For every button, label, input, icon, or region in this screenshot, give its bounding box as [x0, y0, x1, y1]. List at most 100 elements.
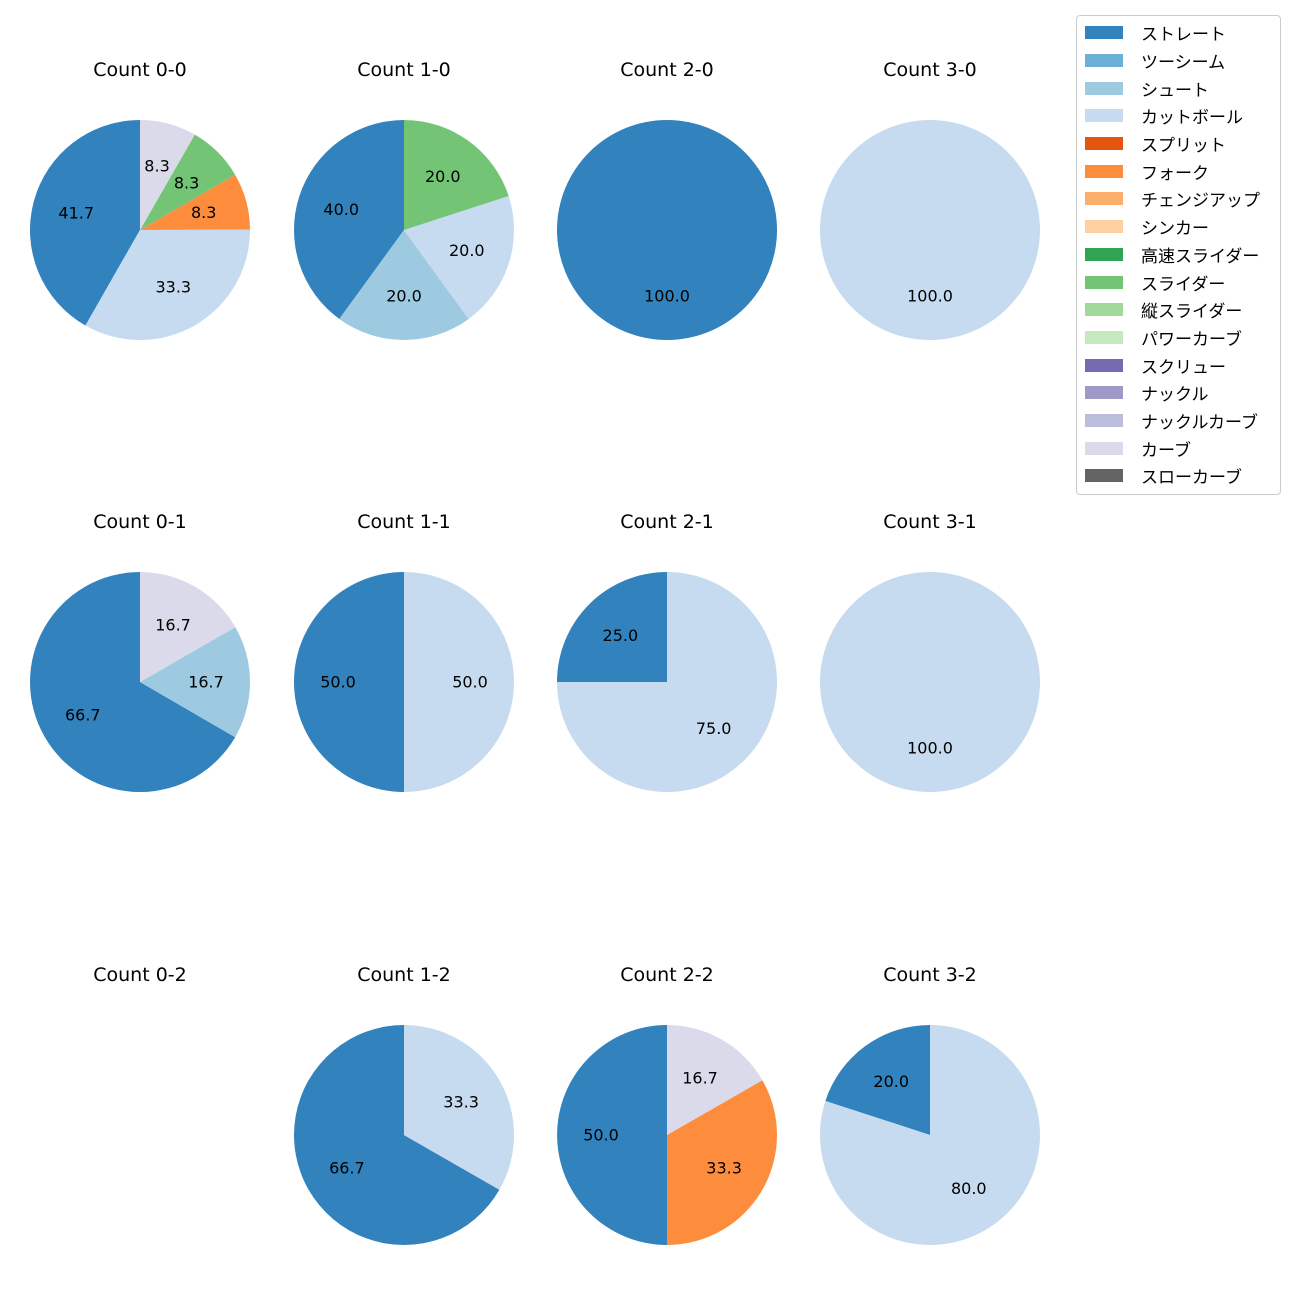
- legend-swatch: [1085, 137, 1123, 151]
- pie-slice: [667, 1025, 763, 1135]
- pie-slice: [294, 1025, 500, 1245]
- pie-slice-label: 8.3: [191, 203, 216, 222]
- legend-item: シンカー: [1077, 213, 1280, 241]
- legend-label: シュート: [1141, 80, 1209, 101]
- pie-slice-label: 100.0: [644, 287, 690, 306]
- pie-slice-label: 20.0: [386, 287, 422, 306]
- pie-title: Count 2-0: [620, 59, 714, 81]
- pie-chart-2: Count 1-0 40.0 20.0 20.0 20.0: [293, 59, 515, 341]
- pie-slice-label: 100.0: [907, 739, 953, 758]
- legend-swatch: [1085, 275, 1123, 289]
- pie-slice-label: 40.0: [323, 200, 359, 219]
- legend-label: チェンジアップ: [1141, 191, 1260, 212]
- pie-slice-label: 20.0: [873, 1072, 909, 1091]
- pie-slice: [293, 120, 404, 319]
- pie-slice: [140, 627, 251, 738]
- pie-slice: [557, 572, 777, 792]
- pie-slice-label: 41.7: [58, 204, 94, 223]
- legend-item: ナックルカーブ: [1077, 407, 1280, 435]
- legend-label: カットボール: [1141, 108, 1243, 129]
- legend-item: ストレート: [1077, 19, 1280, 47]
- legend-item: カーブ: [1077, 434, 1280, 462]
- legend-swatch: [1085, 441, 1123, 455]
- pie-title: Count 1-0: [357, 59, 451, 81]
- pie-slice: [140, 134, 236, 230]
- pie-slice-label: 50.0: [583, 1126, 619, 1145]
- legend-label: ナックル: [1141, 385, 1209, 406]
- pie-slice-label: 16.7: [682, 1068, 718, 1087]
- pie-chart-11: Count 2-2 50.0 33.3 16.7: [557, 964, 778, 1245]
- pie-slice: [294, 572, 404, 792]
- pie-slice-label: 100.0: [907, 287, 953, 306]
- legend-swatch: [1085, 192, 1123, 206]
- pie-slice: [85, 229, 251, 340]
- pie-slice: [140, 119, 195, 230]
- pie-slice: [557, 120, 777, 340]
- pie-slice: [404, 572, 514, 792]
- pie-chart-1: Count 0-0 41.7 33.3 8.3 8.3 8.3: [30, 59, 251, 340]
- legend-label: スライダー: [1141, 274, 1226, 295]
- pie-slice-label: 33.3: [706, 1159, 742, 1178]
- pie-slice-label: 50.0: [452, 673, 488, 692]
- legend-swatch: [1085, 247, 1123, 261]
- pie-slice: [339, 230, 469, 341]
- pie-slice: [819, 1025, 1040, 1245]
- legend-item: スプリット: [1077, 130, 1280, 158]
- legend-item: スクリュー: [1077, 351, 1280, 379]
- pie-chart-3: Count 2-0 100.0: [557, 59, 777, 340]
- legend-swatch: [1085, 220, 1123, 234]
- legend-swatch: [1085, 413, 1123, 427]
- pie-chart-12: Count 3-2 20.0 80.0: [819, 964, 1040, 1245]
- legend-item: ツーシーム: [1077, 47, 1280, 75]
- pie-chart-9: Count 0-2: [93, 964, 187, 986]
- pie-title: Count 3-2: [883, 964, 977, 986]
- pie-slice-label: 75.0: [696, 719, 732, 738]
- legend-swatch: [1085, 81, 1123, 95]
- pie-chart-7: Count 2-1 25.0 75.0: [557, 511, 777, 792]
- legend-swatch: [1085, 164, 1123, 178]
- pie-slice: [557, 572, 667, 682]
- pie-slice-label: 33.3: [443, 1092, 479, 1111]
- legend-item: スローカーブ: [1077, 462, 1280, 490]
- legend-swatch: [1085, 330, 1123, 344]
- pie-slice-label: 20.0: [425, 167, 461, 186]
- pie-title: Count 0-1: [93, 511, 187, 533]
- pie-slice-label: 66.7: [329, 1159, 365, 1178]
- legend-swatch: [1085, 303, 1123, 317]
- legend-label: スローカーブ: [1141, 468, 1242, 489]
- pie-chart-4: Count 3-0 100.0: [820, 59, 1040, 340]
- pie-slice: [30, 572, 236, 793]
- pie-slice-label: 25.0: [603, 626, 639, 645]
- legend-item: カットボール: [1077, 102, 1280, 130]
- pie-slice: [404, 120, 509, 230]
- pie-title: Count 2-1: [620, 511, 714, 533]
- pie-slice: [140, 174, 250, 230]
- pie-slice-label: 8.3: [174, 174, 199, 193]
- legend-label: 高速スライダー: [1141, 246, 1260, 267]
- pie-slice: [820, 572, 1040, 792]
- legend-item: パワーカーブ: [1077, 324, 1280, 352]
- legend-label: スクリュー: [1141, 357, 1226, 378]
- legend-item: スライダー: [1077, 268, 1280, 296]
- legend-swatch: [1085, 358, 1123, 372]
- pie-slice: [404, 1025, 515, 1190]
- legend-label: フォーク: [1141, 163, 1209, 184]
- pie-title: Count 3-1: [883, 511, 977, 533]
- pie-chart-6: Count 1-1 50.0 50.0: [294, 511, 514, 792]
- legend-label: シンカー: [1141, 219, 1209, 240]
- legend-label: パワーカーブ: [1141, 329, 1242, 350]
- pie-title: Count 0-0: [93, 59, 187, 81]
- legend: ストレート ツーシームシュートカットボール スプリットフォークチェンジアップ シンカー…: [1076, 15, 1281, 495]
- pie-title: Count 2-2: [620, 964, 714, 986]
- pie-slice: [825, 1025, 930, 1135]
- legend-swatch: [1085, 469, 1123, 483]
- pie-slice-label: 16.7: [188, 673, 224, 692]
- legend-item: 高速スライダー: [1077, 241, 1280, 269]
- pie-slice-label: 33.3: [155, 278, 191, 297]
- pie-slice: [30, 120, 140, 326]
- legend-item: チェンジアップ: [1077, 185, 1280, 213]
- pie-slice-label: 8.3: [144, 157, 169, 176]
- legend-item: 縦スライダー: [1077, 296, 1280, 324]
- legend-swatch: [1085, 54, 1123, 68]
